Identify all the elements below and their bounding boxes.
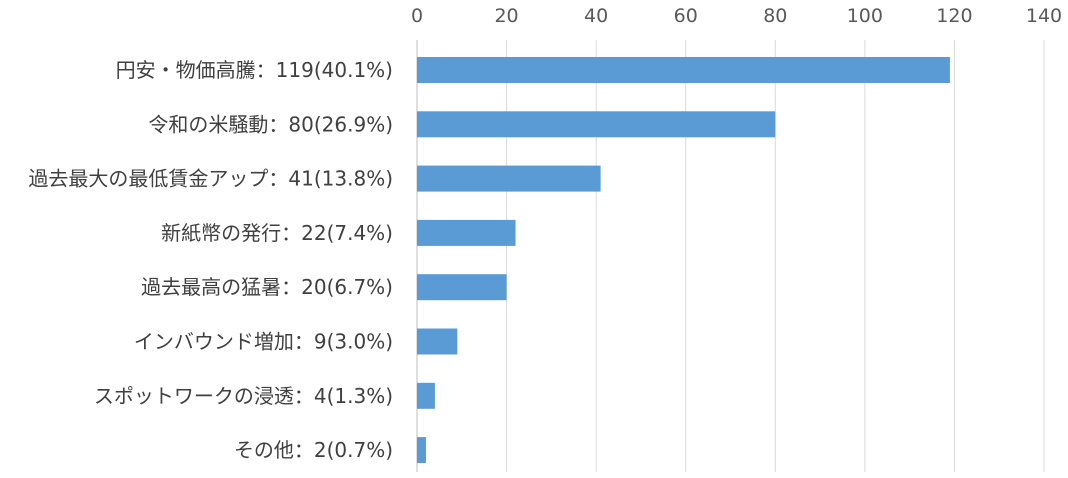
x-tick-label-80: 80 [763, 5, 787, 27]
bar-0 [417, 57, 950, 83]
x-tick-label-140: 140 [1026, 5, 1062, 27]
bar-1 [417, 111, 776, 138]
bar-2 [417, 165, 601, 192]
category-labels: 円安・物価高騰：119(40.1%) 令和の米騒動：80(26.9%) 過去最大の最… [28, 58, 393, 462]
category-label-7: その他：2(0.7%) [234, 438, 393, 462]
x-tick-label-120: 120 [936, 5, 972, 27]
category-label-0: 円安・物価高騰：119(40.1%) [116, 58, 393, 82]
x-tick-label-20: 20 [494, 5, 518, 27]
category-label-3: 新紙幣の発行：22(7.4%) [161, 221, 393, 245]
x-tick-label-40: 40 [584, 5, 608, 27]
category-label-4: 過去最高の猛暑：20(6.7%) [141, 275, 393, 299]
bar-4 [417, 274, 507, 301]
bar-7 [417, 437, 426, 464]
x-tick-label-60: 60 [674, 5, 698, 27]
bar-3 [417, 219, 516, 246]
x-tick-label-0: 0 [411, 5, 423, 27]
x-axis-ticks: 0 20 40 60 80 100 120 140 [411, 5, 1062, 27]
bar-6 [417, 382, 435, 409]
category-label-6: スポットワークの浸透：4(1.3%) [94, 384, 393, 408]
category-label-1: 令和の米騒動：80(26.9%) [148, 112, 393, 136]
grid-lines [416, 40, 1045, 472]
bar-5 [417, 328, 458, 355]
category-label-2: 過去最大の最低賃金アップ：41(13.8%) [28, 167, 393, 191]
category-label-5: インバウンド増加：9(3.0%) [134, 330, 393, 354]
bars [417, 57, 950, 464]
x-tick-label-100: 100 [847, 5, 883, 27]
